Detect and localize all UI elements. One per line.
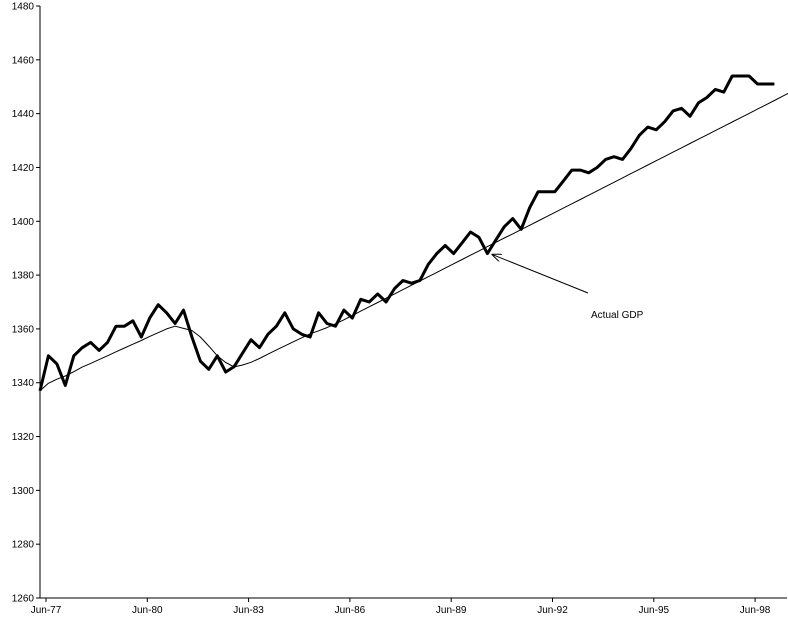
y-tick-label: 1400 — [12, 217, 35, 228]
x-tick-label: Jun-80 — [132, 605, 163, 616]
y-tick-label: 1420 — [12, 163, 35, 174]
annotation-label-actual-gdp: Actual GDP — [591, 310, 644, 321]
x-tick-label: Jun-98 — [740, 605, 771, 616]
x-tick-label: Jun-83 — [233, 605, 264, 616]
annotation-arrow — [492, 255, 589, 294]
y-tick-label: 1480 — [12, 2, 35, 13]
y-tick-label: 1340 — [12, 378, 35, 389]
x-axis: Jun-77 Jun-80 Jun-83 Jun-86 Jun-89 Jun-92 Jun-… — [31, 597, 787, 616]
x-tick-label: Jun-89 — [436, 605, 467, 616]
x-tick-label: Jun-86 — [335, 605, 366, 616]
y-axis: 1260 1280 1300 1320 1340 1360 1380 1400 1420 1440… — [12, 2, 41, 605]
y-tick-label: 1320 — [12, 432, 35, 443]
annotation-layer: Actual GDP — [492, 255, 644, 321]
y-tick-label: 1440 — [12, 109, 35, 120]
x-tick-label: Jun-77 — [31, 605, 62, 616]
series-line-actual-gdp — [38, 74, 775, 392]
series-line-trend — [39, 92, 788, 392]
y-tick-label: 1280 — [12, 540, 35, 551]
x-tick-label: Jun-92 — [537, 605, 568, 616]
y-tick-label: 1360 — [12, 324, 35, 335]
x-tick-label: Jun-95 — [639, 605, 670, 616]
y-tick-label: 1260 — [12, 594, 35, 605]
y-tick-label: 1300 — [12, 486, 35, 497]
series-layer — [38, 74, 788, 392]
y-tick-label: 1380 — [12, 271, 35, 282]
y-tick-label: 1460 — [12, 55, 35, 66]
